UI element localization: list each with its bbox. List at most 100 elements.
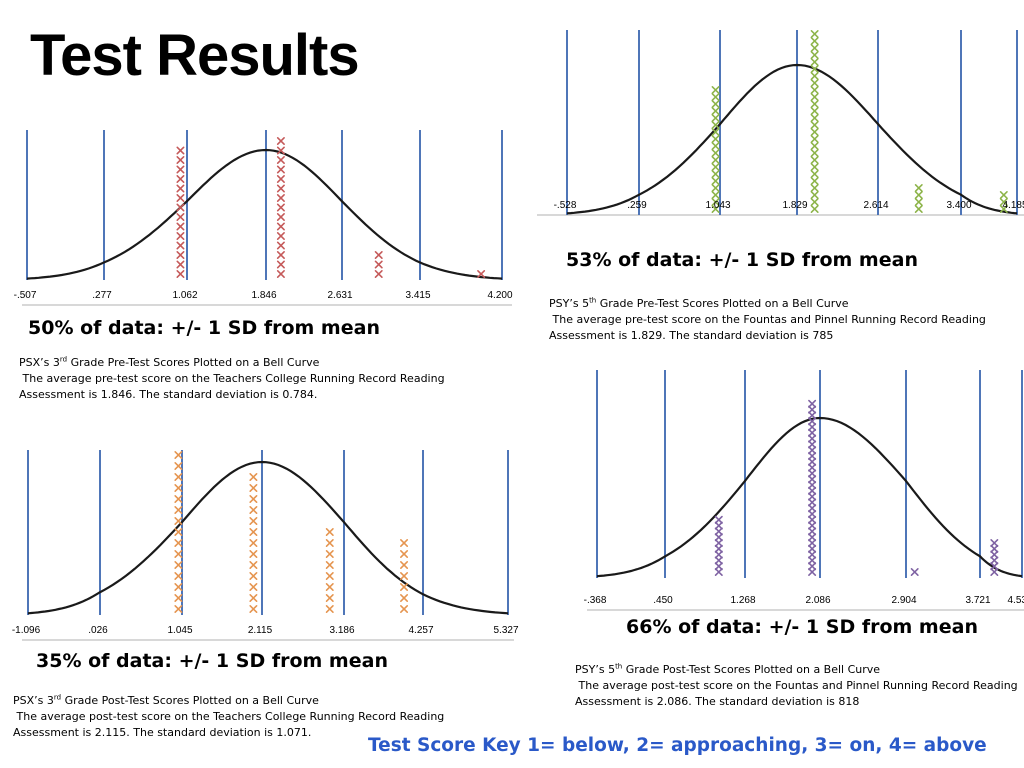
score-mark <box>325 550 334 558</box>
x-tick-label: 2.086 <box>805 595 830 606</box>
score-mark <box>810 128 819 136</box>
x-tick-label: -.528 <box>554 200 577 211</box>
score-mark <box>174 561 183 569</box>
score-mark <box>914 205 923 213</box>
score-mark <box>810 121 819 129</box>
score-mark <box>176 270 185 278</box>
score-mark <box>810 135 819 143</box>
score-mark <box>249 472 258 482</box>
x-tick-label: 1.045 <box>167 625 192 636</box>
score-mark <box>990 539 999 547</box>
score-mark <box>808 556 817 565</box>
x-tick-label: .026 <box>88 625 108 636</box>
score-mark <box>176 194 185 202</box>
score-mark <box>174 528 183 536</box>
score-mark <box>400 594 409 602</box>
score-mark <box>174 539 183 547</box>
score-mark <box>174 517 183 525</box>
score-mark <box>810 163 819 171</box>
score-mark <box>714 556 723 565</box>
x-tick-label: 1.829 <box>782 200 807 211</box>
score-mark <box>249 561 258 569</box>
score-mark <box>808 527 817 536</box>
x-tick-label: -.507 <box>14 290 37 301</box>
score-mark <box>249 528 258 536</box>
score-mark <box>176 174 185 184</box>
score-mark <box>810 36 819 46</box>
score-mark <box>276 213 285 221</box>
score-mark <box>174 472 183 482</box>
score-mark <box>276 146 285 155</box>
bell-curve-chart-3rd-pre: -.507 .277 1.062 1.846 2.631 3.415 4.200 <box>14 130 513 306</box>
score-mark <box>711 191 720 199</box>
score-mark <box>176 222 185 231</box>
score-mark <box>176 146 185 155</box>
bell-curve-chart-3rd-post: -1.096 .026 1.045 2.115 3.186 4.257 5.327 <box>12 450 519 641</box>
score-mark <box>808 515 817 524</box>
score-mark <box>249 494 258 504</box>
score-mark <box>714 539 723 547</box>
score-mark <box>808 463 817 472</box>
score-mark <box>276 174 285 184</box>
sd-caption-3rd-post: 35% of data: +/- 1 SD from mean <box>36 650 388 672</box>
score-mark <box>711 149 720 157</box>
score-mark <box>808 399 817 408</box>
score-mark <box>400 583 409 591</box>
x-tick-label: 3.721 <box>965 595 990 606</box>
chart-description-3rd-post: PSX’s 3rd Grade Post-Test Scores Plotted… <box>13 693 448 739</box>
score-mark <box>249 506 258 514</box>
score-mark <box>325 561 334 569</box>
score-mark <box>714 533 723 542</box>
score-mark <box>808 452 817 460</box>
score-mark <box>174 506 183 514</box>
score-mark <box>808 510 817 518</box>
x-tick-label: 5.327 <box>493 625 518 636</box>
score-mark <box>711 121 720 129</box>
score-mark <box>276 260 285 269</box>
score-mark <box>249 517 258 525</box>
chart-description-5th-pre: PSY’s 5th Grade Pre-Test Scores Plotted … <box>549 296 990 342</box>
score-mark <box>914 184 923 192</box>
score-mark <box>711 114 720 122</box>
score-mark <box>999 198 1008 206</box>
score-mark <box>808 422 817 431</box>
score-mark <box>808 486 817 495</box>
score-mark <box>808 568 817 576</box>
score-mark <box>914 198 923 206</box>
bell-curve <box>27 460 509 615</box>
score-mark <box>276 241 285 250</box>
score-mark <box>810 100 819 108</box>
score-mark <box>711 142 720 150</box>
score-mark <box>810 177 819 185</box>
x-tick-label: 4.185 <box>1002 200 1024 211</box>
score-mark <box>714 544 723 553</box>
score-mark <box>714 515 723 524</box>
score-mark <box>810 107 819 115</box>
score-mark <box>808 469 817 478</box>
score-mark <box>808 533 817 542</box>
score-mark <box>999 191 1008 199</box>
score-mark <box>810 30 819 39</box>
sd-caption-5th-pre: 53% of data: +/- 1 SD from mean <box>566 249 918 271</box>
score-mark <box>810 71 819 80</box>
score-mark <box>249 594 258 602</box>
score-mark <box>276 222 285 231</box>
score-mark <box>810 198 819 206</box>
score-mark <box>810 156 819 164</box>
score-mark <box>810 170 819 178</box>
score-mark <box>325 605 334 613</box>
bell-curve-chart-5th-post: -.368 .450 1.268 2.086 2.904 3.721 4.539 <box>584 370 1024 611</box>
score-mark <box>711 128 720 136</box>
score-mark <box>325 528 334 536</box>
x-tick-label: 4.257 <box>408 625 433 636</box>
x-tick-label: 2.614 <box>863 200 888 211</box>
score-mark <box>714 568 723 576</box>
score-mark <box>276 194 285 202</box>
score-mark <box>400 539 409 547</box>
bell-curve <box>596 416 1023 578</box>
score-mark <box>810 64 819 74</box>
x-tick-label: 4.200 <box>487 290 512 301</box>
chart-description-5th-post: PSY’s 5th Grade Post-Test Scores Plotted… <box>575 662 1022 708</box>
score-mark <box>325 539 334 547</box>
score-mark <box>808 498 817 507</box>
